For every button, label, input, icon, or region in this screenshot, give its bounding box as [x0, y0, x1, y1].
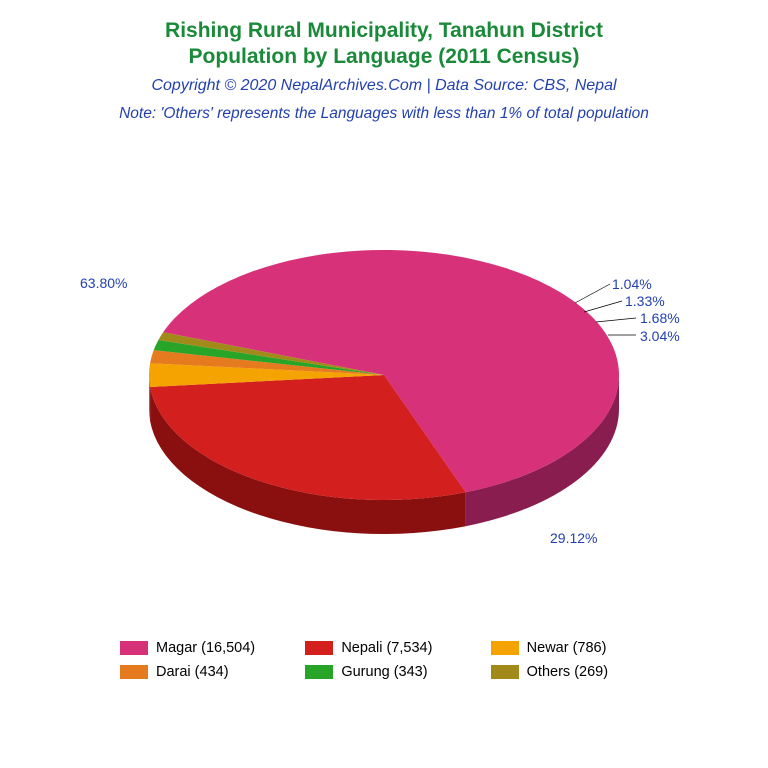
pct-label-others: 1.04% [612, 276, 652, 292]
pct-label-newar: 3.04% [640, 328, 680, 344]
legend-item: Gurung (343) [305, 664, 474, 680]
legend-swatch [120, 641, 148, 655]
title-block: Rishing Rural Municipality, Tanahun Dist… [0, 0, 768, 123]
legend-label: Gurung (343) [341, 664, 427, 680]
legend-swatch [491, 641, 519, 655]
legend-label: Magar (16,504) [156, 640, 255, 656]
pie-chart-svg [0, 150, 768, 580]
label-leader [575, 284, 610, 303]
pct-label-nepali: 29.12% [550, 530, 597, 546]
legend-label: Darai (434) [156, 664, 229, 680]
legend-label: Newar (786) [527, 640, 607, 656]
legend: Magar (16,504) Nepali (7,534) Newar (786) D… [120, 640, 660, 680]
legend-label: Others (269) [527, 664, 608, 680]
legend-item: Others (269) [491, 664, 660, 680]
pct-label-gurung: 1.33% [625, 293, 665, 309]
legend-swatch [491, 665, 519, 679]
legend-item: Magar (16,504) [120, 640, 289, 656]
chart-title-line2: Population by Language (2011 Census) [0, 44, 768, 70]
pct-label-darai: 1.68% [640, 310, 680, 326]
legend-label: Nepali (7,534) [341, 640, 432, 656]
legend-swatch [120, 665, 148, 679]
pie-chart: 63.80% 29.12% 3.04% 1.68%1.33%1.04% [0, 150, 768, 580]
label-leader [584, 301, 622, 312]
legend-item: Darai (434) [120, 664, 289, 680]
chart-title-line1: Rishing Rural Municipality, Tanahun Dist… [0, 18, 768, 44]
note-text: Note: 'Others' represents the Languages … [0, 105, 768, 123]
copyright-text: Copyright © 2020 NepalArchives.Com | Dat… [0, 77, 768, 95]
legend-swatch [305, 641, 333, 655]
legend-item: Newar (786) [491, 640, 660, 656]
legend-swatch [305, 665, 333, 679]
pct-label-magar: 63.80% [80, 275, 127, 291]
legend-item: Nepali (7,534) [305, 640, 474, 656]
label-leader [596, 318, 636, 322]
